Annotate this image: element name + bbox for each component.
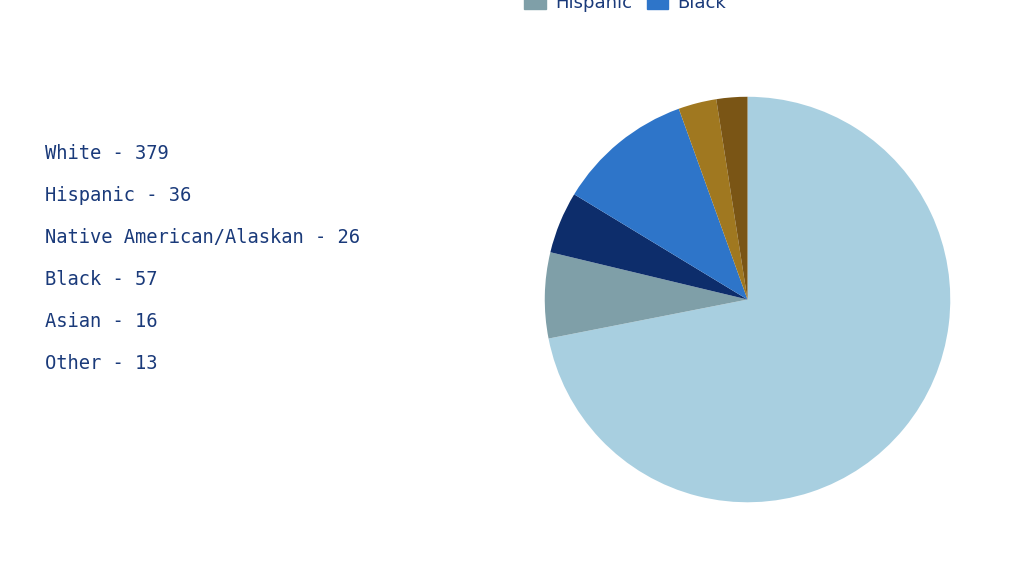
Wedge shape bbox=[550, 194, 748, 300]
Text: Other - 13: Other - 13 bbox=[45, 354, 158, 373]
Wedge shape bbox=[716, 97, 748, 300]
Text: Native American/Alaskan - 26: Native American/Alaskan - 26 bbox=[45, 228, 360, 247]
Wedge shape bbox=[679, 99, 748, 300]
Legend: White, Hispanic, NA/Alaskan, Black, Asian, Other: White, Hispanic, NA/Alaskan, Black, Asia… bbox=[517, 0, 978, 19]
Text: Hispanic - 36: Hispanic - 36 bbox=[45, 186, 191, 205]
Wedge shape bbox=[545, 252, 748, 339]
Text: Asian - 16: Asian - 16 bbox=[45, 312, 158, 331]
Text: White - 379: White - 379 bbox=[45, 144, 169, 163]
Text: Black - 57: Black - 57 bbox=[45, 270, 158, 289]
Wedge shape bbox=[549, 97, 950, 502]
Wedge shape bbox=[574, 109, 748, 300]
